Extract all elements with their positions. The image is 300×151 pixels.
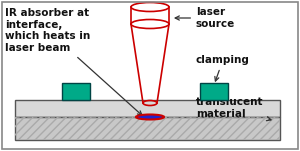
Ellipse shape [136,114,164,119]
Text: clamping: clamping [196,55,250,81]
Bar [200,83,228,100]
Bar [15,117,280,140]
Text: IR absorber at
interface,
which heats in
laser beam: IR absorber at interface, which heats in… [5,8,142,115]
Bar [62,83,90,100]
Text: laser
source: laser source [175,7,235,29]
Bar [15,100,280,117]
Text: translucent
material: translucent material [196,97,271,121]
Bar [15,117,280,140]
